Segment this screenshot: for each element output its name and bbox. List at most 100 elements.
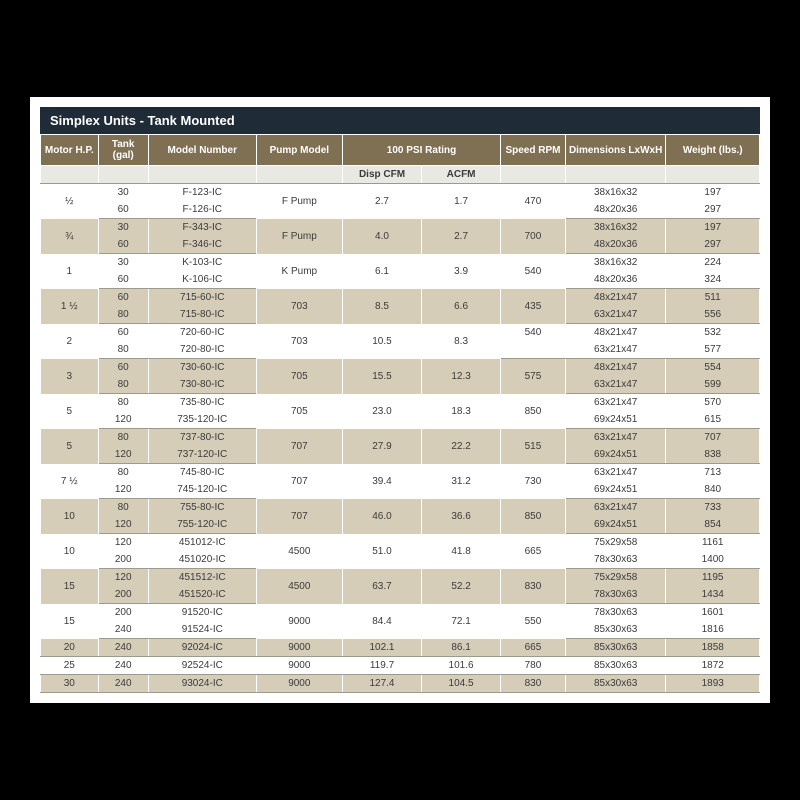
cell: 8.5	[342, 289, 421, 324]
cell: 80	[98, 464, 148, 482]
cell: 75x29x58	[565, 569, 666, 587]
cell: 30	[41, 675, 99, 693]
cell: 60	[98, 236, 148, 254]
cell: 733	[666, 499, 760, 517]
cell: 1.7	[422, 184, 501, 219]
cell: 46.0	[342, 499, 421, 534]
col-pump: Pump Model	[256, 135, 342, 166]
cell: K Pump	[256, 254, 342, 289]
cell: F Pump	[256, 219, 342, 254]
cell: 30	[98, 254, 148, 272]
table-row: 2024092024-IC9000102.186.166585x30x63185…	[41, 639, 760, 657]
cell: 745-80-IC	[148, 464, 256, 482]
cell: ½	[41, 184, 99, 219]
cell: F-126-IC	[148, 201, 256, 219]
cell: 9000	[256, 604, 342, 639]
cell: 1	[41, 254, 99, 289]
col-tank: Tank (gal)	[98, 135, 148, 166]
cell: 69x24x51	[565, 481, 666, 499]
cell: 6.6	[422, 289, 501, 324]
cell: 86.1	[422, 639, 501, 657]
cell: 515	[501, 429, 566, 464]
table-row: 1 ½60715-60-IC7038.56.643548x21x47511	[41, 289, 760, 307]
cell: 18.3	[422, 394, 501, 429]
col-motor: Motor H.P.	[41, 135, 99, 166]
table-title: Simplex Units - Tank Mounted	[40, 107, 760, 134]
col-weight: Weight (lbs.)	[666, 135, 760, 166]
cell: 705	[256, 394, 342, 429]
cell: 451520-IC	[148, 586, 256, 604]
header-row: Motor H.P. Tank (gal) Model Number Pump …	[41, 135, 760, 166]
cell: 63x21x47	[565, 394, 666, 412]
cell: 80	[98, 376, 148, 394]
cell: 435	[501, 289, 566, 324]
cell: 554	[666, 359, 760, 377]
cell: 665	[501, 534, 566, 569]
cell: 200	[98, 586, 148, 604]
cell: 5	[41, 394, 99, 429]
cell: 127.4	[342, 675, 421, 693]
cell: 80	[98, 341, 148, 359]
cell: 120	[98, 446, 148, 464]
cell: 38x16x32	[565, 219, 666, 237]
cell: 23.0	[342, 394, 421, 429]
cell: 703	[256, 289, 342, 324]
cell	[501, 341, 566, 359]
cell: 41.8	[422, 534, 501, 569]
cell: 8.3	[422, 324, 501, 359]
cell: 51.0	[342, 534, 421, 569]
cell: 224	[666, 254, 760, 272]
cell: 60	[98, 359, 148, 377]
cell: 85x30x63	[565, 657, 666, 675]
cell: 197	[666, 219, 760, 237]
table-row: ½30F-123-ICF Pump2.71.747038x16x32197	[41, 184, 760, 202]
cell: ¾	[41, 219, 99, 254]
col-dims: Dimensions LxWxH	[565, 135, 666, 166]
table-row: 130K-103-ICK Pump6.13.954038x16x32224	[41, 254, 760, 272]
subheader-row: Disp CFMACFM	[41, 166, 760, 184]
cell: 78x30x63	[565, 586, 666, 604]
cell: 532	[666, 324, 760, 342]
cell: 80	[98, 394, 148, 412]
cell: 240	[98, 657, 148, 675]
cell: 9000	[256, 639, 342, 657]
cell: 20	[41, 639, 99, 657]
cell: 615	[666, 411, 760, 429]
cell: 840	[666, 481, 760, 499]
table-row: 1080755-80-IC70746.036.685063x21x47733	[41, 499, 760, 517]
cell: 720-60-IC	[148, 324, 256, 342]
cell: 745-120-IC	[148, 481, 256, 499]
cell: 69x24x51	[565, 411, 666, 429]
table-row: 15120451512-IC450063.752.283075x29x58119…	[41, 569, 760, 587]
cell: 75x29x58	[565, 534, 666, 552]
cell: 91520-IC	[148, 604, 256, 622]
cell: 713	[666, 464, 760, 482]
cell: 63x21x47	[565, 499, 666, 517]
col-speed: Speed RPM	[501, 135, 566, 166]
cell: 838	[666, 446, 760, 464]
cell: 104.5	[422, 675, 501, 693]
cell: 102.1	[342, 639, 421, 657]
table-row: 260720-60-IC70310.58.354048x21x47532	[41, 324, 760, 342]
cell: 39.4	[342, 464, 421, 499]
cell: 12.3	[422, 359, 501, 394]
cell: 2.7	[342, 184, 421, 219]
cell: 1400	[666, 551, 760, 569]
cell: 10	[41, 499, 99, 534]
cell: 80	[98, 499, 148, 517]
cell: 5	[41, 429, 99, 464]
cell: 297	[666, 236, 760, 254]
cell: 1601	[666, 604, 760, 622]
cell: 575	[501, 359, 566, 394]
cell: 540	[501, 324, 566, 342]
cell: 120	[98, 411, 148, 429]
cell: 31.2	[422, 464, 501, 499]
cell: 9000	[256, 657, 342, 675]
cell: 1893	[666, 675, 760, 693]
cell	[501, 166, 566, 184]
cell: 120	[98, 516, 148, 534]
cell: 38x16x32	[565, 184, 666, 202]
cell: 1 ½	[41, 289, 99, 324]
cell	[41, 166, 99, 184]
cell: 72.1	[422, 604, 501, 639]
